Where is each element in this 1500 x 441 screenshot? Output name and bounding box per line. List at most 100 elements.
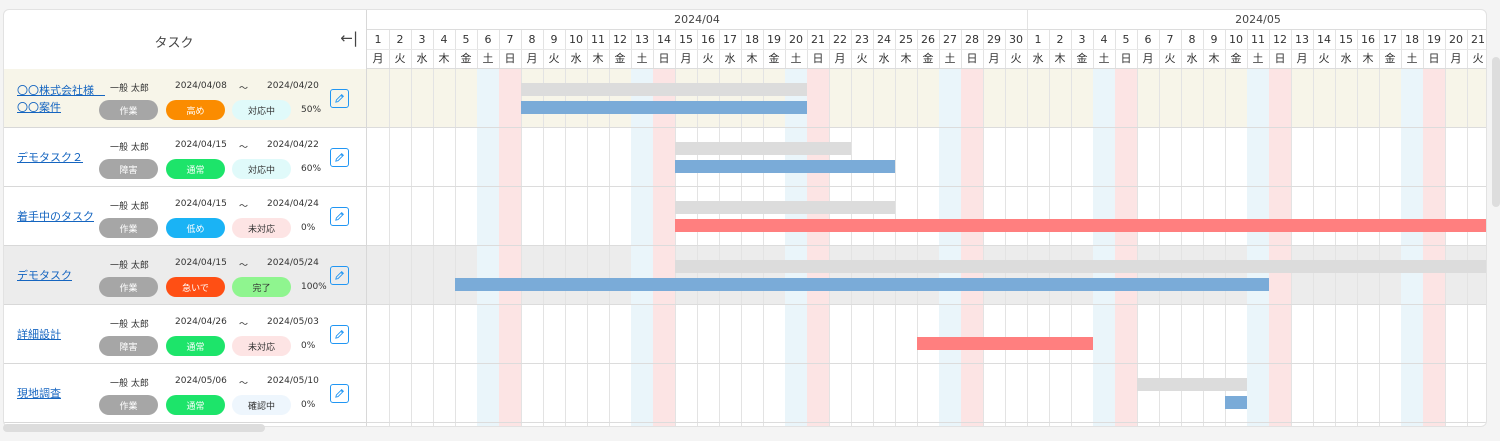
actual-bar[interactable] bbox=[1225, 396, 1247, 409]
day-number: 20 bbox=[789, 33, 803, 46]
day-number: 29 bbox=[987, 33, 1001, 46]
task-name-link[interactable]: 〇〇株式会社様 〇〇案件 bbox=[17, 83, 105, 114]
weekday-label: 水 bbox=[1186, 52, 1198, 65]
type-badge: 作業 bbox=[99, 277, 158, 297]
weekday-label: 月 bbox=[526, 52, 538, 65]
edit-button[interactable] bbox=[330, 207, 349, 226]
task-name-link[interactable]: 詳細設計 bbox=[17, 328, 61, 341]
day-gridline bbox=[609, 29, 610, 426]
priority-badge: 通常 bbox=[166, 336, 225, 356]
weekday-label: 火 bbox=[702, 52, 714, 65]
day-number: 7 bbox=[1166, 33, 1174, 46]
row-gridline bbox=[367, 186, 1486, 187]
edit-button[interactable] bbox=[330, 148, 349, 167]
day-number: 16 bbox=[701, 33, 715, 46]
planned-bar bbox=[675, 142, 851, 155]
progress-percent: 0% bbox=[301, 400, 316, 410]
weekday-label: 金 bbox=[460, 52, 472, 65]
edit-button[interactable] bbox=[330, 266, 349, 285]
day-number: 12 bbox=[613, 33, 627, 46]
row-highlight bbox=[367, 246, 1486, 305]
edit-button[interactable] bbox=[330, 384, 349, 403]
task-column-title: タスク bbox=[154, 36, 194, 51]
weekday-label: 土 bbox=[944, 52, 956, 65]
collapse-panel-icon[interactable]: ←| bbox=[340, 29, 358, 47]
weekday-label: 土 bbox=[1406, 52, 1418, 65]
day-number: 7 bbox=[506, 33, 514, 46]
edit-button[interactable] bbox=[330, 325, 349, 344]
start-date: 2024/04/15 bbox=[175, 199, 227, 209]
planned-bar bbox=[521, 83, 807, 96]
day-number: 1 bbox=[1034, 33, 1042, 46]
weekday-label: 金 bbox=[1230, 52, 1242, 65]
pencil-icon bbox=[334, 388, 345, 399]
task-name-link[interactable]: デモタスク２ bbox=[17, 151, 83, 164]
weekday-label: 日 bbox=[966, 52, 978, 65]
month-header: 2024/05 bbox=[1235, 13, 1281, 26]
actual-bar[interactable] bbox=[455, 278, 1269, 291]
actual-bar[interactable] bbox=[675, 219, 1486, 232]
task-row-4: デモタスク 一般 太郎 2024/04/15 ～ 2024/05/24 作業 急… bbox=[4, 246, 366, 305]
header-divider bbox=[367, 49, 1486, 50]
day-number: 11 bbox=[1251, 33, 1265, 46]
planned-bar bbox=[1137, 378, 1247, 391]
day-number: 10 bbox=[569, 33, 583, 46]
start-date: 2024/04/15 bbox=[175, 140, 227, 150]
actual-bar[interactable] bbox=[675, 160, 895, 173]
end-date: 2024/04/24 bbox=[267, 199, 319, 209]
month-divider bbox=[1027, 10, 1028, 426]
task-row-5: 詳細設計 一般 太郎 2024/04/26 ～ 2024/05/03 障害 通常… bbox=[4, 305, 366, 364]
pencil-icon bbox=[334, 152, 345, 163]
weekday-label: 木 bbox=[1362, 52, 1374, 65]
vertical-scrollbar[interactable] bbox=[1492, 57, 1500, 207]
day-number: 19 bbox=[767, 33, 781, 46]
saturday-column bbox=[1093, 69, 1115, 426]
date-separator: ～ bbox=[239, 320, 249, 330]
horizontal-scrollbar[interactable] bbox=[3, 424, 265, 432]
task-name-link[interactable]: デモタスク bbox=[17, 269, 72, 282]
header-divider bbox=[367, 29, 1486, 30]
day-number: 23 bbox=[855, 33, 869, 46]
row-gridline bbox=[367, 245, 1486, 246]
weekday-label: 水 bbox=[1032, 52, 1044, 65]
day-number: 25 bbox=[899, 33, 913, 46]
progress-percent: 100% bbox=[301, 282, 327, 292]
weekday-label: 金 bbox=[1384, 52, 1396, 65]
weekday-label: 火 bbox=[1164, 52, 1176, 65]
type-badge: 作業 bbox=[99, 395, 158, 415]
task-name-link[interactable]: 着手中のタスク bbox=[17, 210, 94, 223]
weekday-label: 木 bbox=[746, 52, 758, 65]
day-number: 11 bbox=[591, 33, 605, 46]
assignee-label: 一般 太郎 bbox=[110, 320, 149, 330]
weekday-label: 火 bbox=[1318, 52, 1330, 65]
weekday-label: 月 bbox=[680, 52, 692, 65]
status-badge: 確認中 bbox=[232, 395, 291, 415]
day-number: 20 bbox=[1449, 33, 1463, 46]
start-date: 2024/04/15 bbox=[175, 258, 227, 268]
task-name-link[interactable]: 現地調査 bbox=[17, 387, 61, 400]
day-number: 24 bbox=[877, 33, 891, 46]
date-separator: ～ bbox=[239, 202, 249, 212]
actual-bar[interactable] bbox=[521, 101, 807, 114]
planned-bar bbox=[675, 260, 1486, 273]
day-number: 18 bbox=[745, 33, 759, 46]
day-number: 13 bbox=[635, 33, 649, 46]
pencil-icon bbox=[334, 211, 345, 222]
day-gridline bbox=[455, 29, 456, 426]
end-date: 2024/04/22 bbox=[267, 140, 319, 150]
weekday-label: 月 bbox=[372, 52, 384, 65]
end-date: 2024/04/20 bbox=[267, 81, 319, 91]
weekday-label: 金 bbox=[1076, 52, 1088, 65]
start-date: 2024/04/26 bbox=[175, 317, 227, 327]
assignee-label: 一般 太郎 bbox=[110, 143, 149, 153]
weekday-label: 木 bbox=[592, 52, 604, 65]
day-number: 5 bbox=[1122, 33, 1130, 46]
row-gridline bbox=[367, 127, 1486, 128]
priority-badge: 通常 bbox=[166, 395, 225, 415]
actual-bar[interactable] bbox=[917, 337, 1093, 350]
day-number: 6 bbox=[484, 33, 492, 46]
edit-button[interactable] bbox=[330, 89, 349, 108]
task-row-1: 〇〇株式会社様 〇〇案件 一般 太郎 2024/04/08 ～ 2024/04/… bbox=[4, 69, 366, 128]
saturday-column bbox=[785, 69, 807, 426]
weekday-label: 金 bbox=[614, 52, 626, 65]
